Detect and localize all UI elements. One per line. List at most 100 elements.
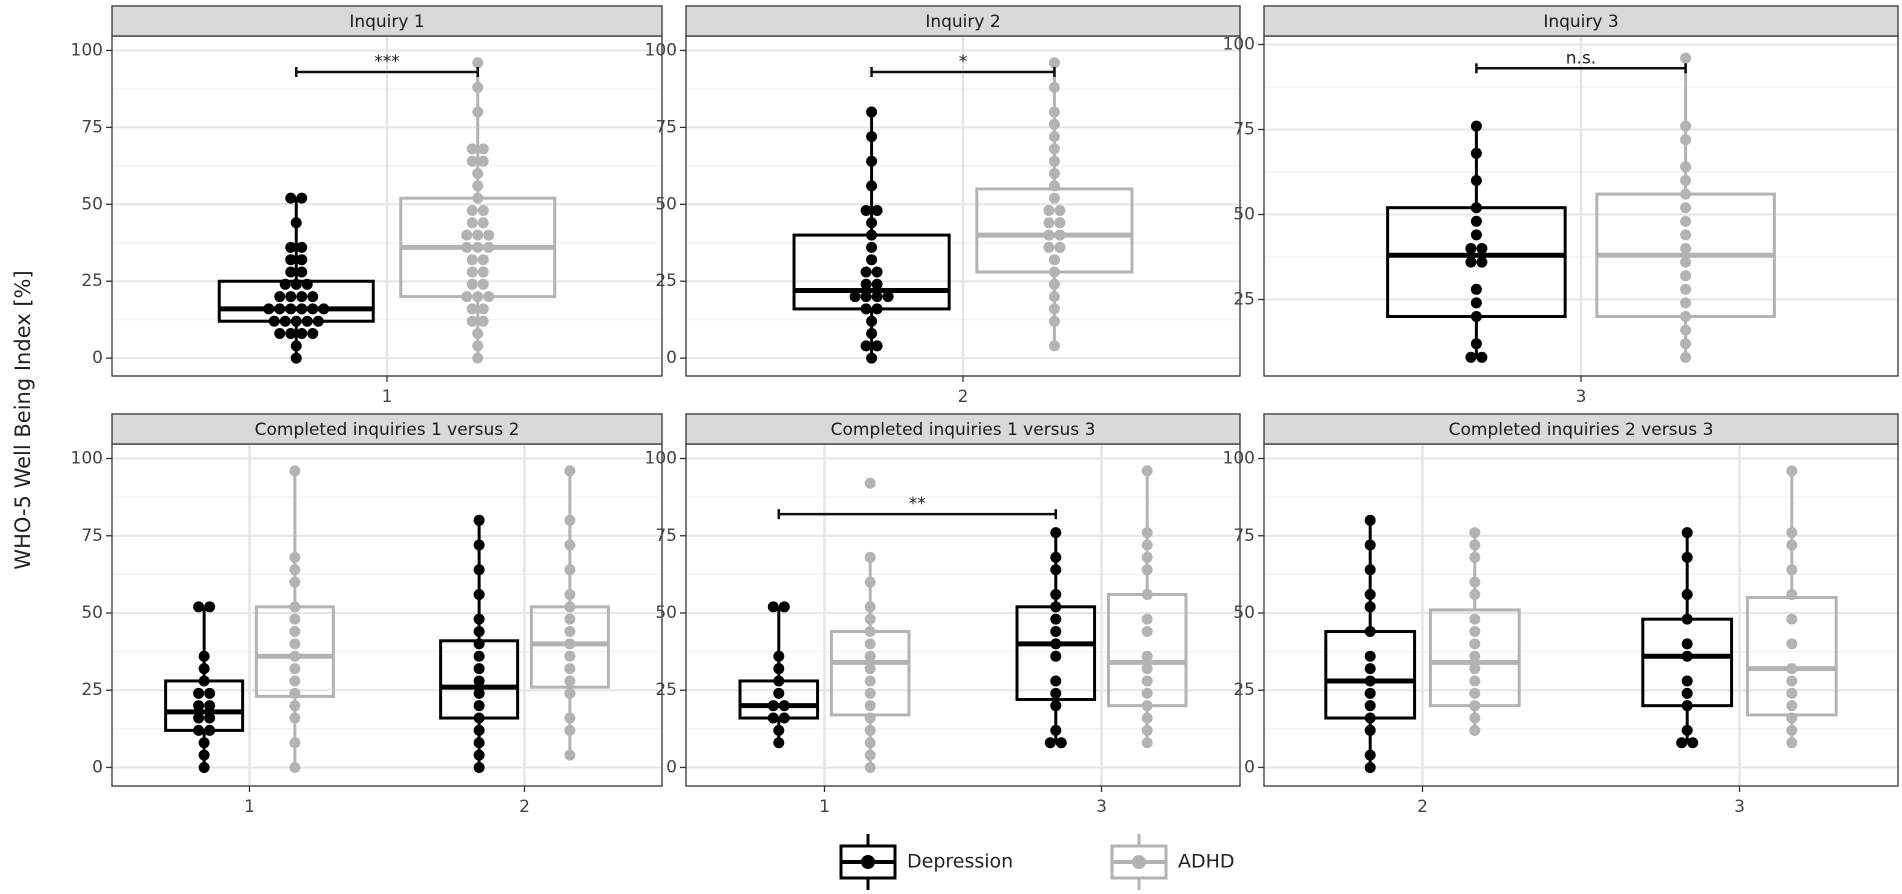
y-tick-label: 0: [1244, 757, 1255, 777]
dot: [461, 229, 473, 241]
dot: [307, 291, 319, 303]
x-tick-label: 3: [1096, 797, 1107, 817]
dot: [1048, 303, 1060, 315]
dot: [1048, 57, 1060, 69]
dot: [296, 328, 308, 340]
dot: [767, 712, 779, 724]
y-tick-label: 100: [71, 40, 103, 60]
dot: [1469, 724, 1481, 736]
dot: [1050, 650, 1062, 662]
dot: [871, 340, 883, 352]
dot: [1054, 217, 1066, 229]
y-tick-label: 50: [81, 603, 103, 623]
dot: [473, 638, 485, 650]
dot: [1141, 613, 1153, 625]
dot: [1786, 564, 1798, 576]
dot: [472, 168, 484, 180]
y-tick-label: 25: [1233, 680, 1255, 700]
dot: [778, 712, 790, 724]
dot: [472, 180, 484, 192]
dot: [1470, 338, 1482, 350]
dot: [564, 613, 576, 625]
dot: [204, 601, 216, 613]
dot: [1048, 81, 1060, 93]
dot: [473, 564, 485, 576]
y-axis-label: WHO-5 Well Being Index [%]: [11, 270, 35, 569]
dot: [1050, 675, 1062, 687]
dot: [866, 328, 878, 340]
dot: [1048, 340, 1060, 352]
dot: [864, 551, 876, 563]
dot: [466, 303, 478, 315]
dot: [564, 650, 576, 662]
dot: [767, 601, 779, 613]
y-tick-label: 100: [645, 449, 677, 469]
dot: [466, 217, 478, 229]
dot: [1469, 638, 1481, 650]
dot: [1141, 626, 1153, 638]
dot: [864, 613, 876, 625]
y-tick-label: 0: [666, 757, 677, 777]
strip: [111, 5, 663, 37]
dot: [1364, 675, 1376, 687]
dot: [483, 291, 495, 303]
dot: [473, 663, 485, 675]
dot: [1050, 601, 1062, 613]
y-tick-label: 50: [1233, 205, 1255, 225]
dot: [296, 241, 308, 253]
dot: [866, 131, 878, 143]
dot: [301, 315, 313, 327]
dot: [1786, 527, 1798, 539]
dot: [285, 303, 297, 315]
strip-title: Inquiry 1: [349, 12, 424, 32]
dot: [204, 724, 216, 736]
dot: [296, 266, 308, 278]
legend-label: Depression: [907, 851, 1013, 873]
dot: [1469, 712, 1481, 724]
panel-background: [112, 444, 662, 786]
strip-title: Inquiry 3: [1543, 12, 1618, 32]
dot: [477, 315, 489, 327]
dot: [1470, 215, 1482, 227]
dot: [1048, 291, 1060, 303]
y-tick-label: 75: [655, 117, 677, 137]
dot: [1364, 724, 1376, 736]
dot: [1054, 204, 1066, 216]
dot: [279, 315, 291, 327]
dot: [296, 303, 308, 315]
dot: [564, 675, 576, 687]
dot: [473, 588, 485, 600]
dot: [871, 204, 883, 216]
dot: [882, 291, 894, 303]
dot: [204, 687, 216, 699]
dot: [860, 278, 872, 290]
x-tick-label: 1: [244, 797, 255, 817]
dot: [1050, 724, 1062, 736]
dot: [472, 241, 484, 253]
dot: [1141, 675, 1153, 687]
y-tick-label: 25: [81, 680, 103, 700]
dot: [1048, 168, 1060, 180]
dot: [193, 724, 205, 736]
significance-label: **: [909, 494, 926, 514]
y-tick-label: 100: [1223, 35, 1255, 55]
dot: [472, 328, 484, 340]
dot: [472, 106, 484, 118]
dot: [198, 663, 210, 675]
dot: [290, 352, 302, 364]
dot: [1469, 663, 1481, 675]
x-tick-label: 2: [958, 387, 969, 407]
dot: [860, 266, 872, 278]
strip: [685, 5, 1241, 37]
dot: [1786, 539, 1798, 551]
dot: [1786, 700, 1798, 712]
dot: [864, 638, 876, 650]
dot: [871, 278, 883, 290]
dot: [1470, 297, 1482, 309]
dot: [472, 291, 484, 303]
dot: [1050, 613, 1062, 625]
dot: [466, 143, 478, 155]
dot: [477, 278, 489, 290]
dot: [1469, 626, 1481, 638]
dot: [1048, 180, 1060, 192]
